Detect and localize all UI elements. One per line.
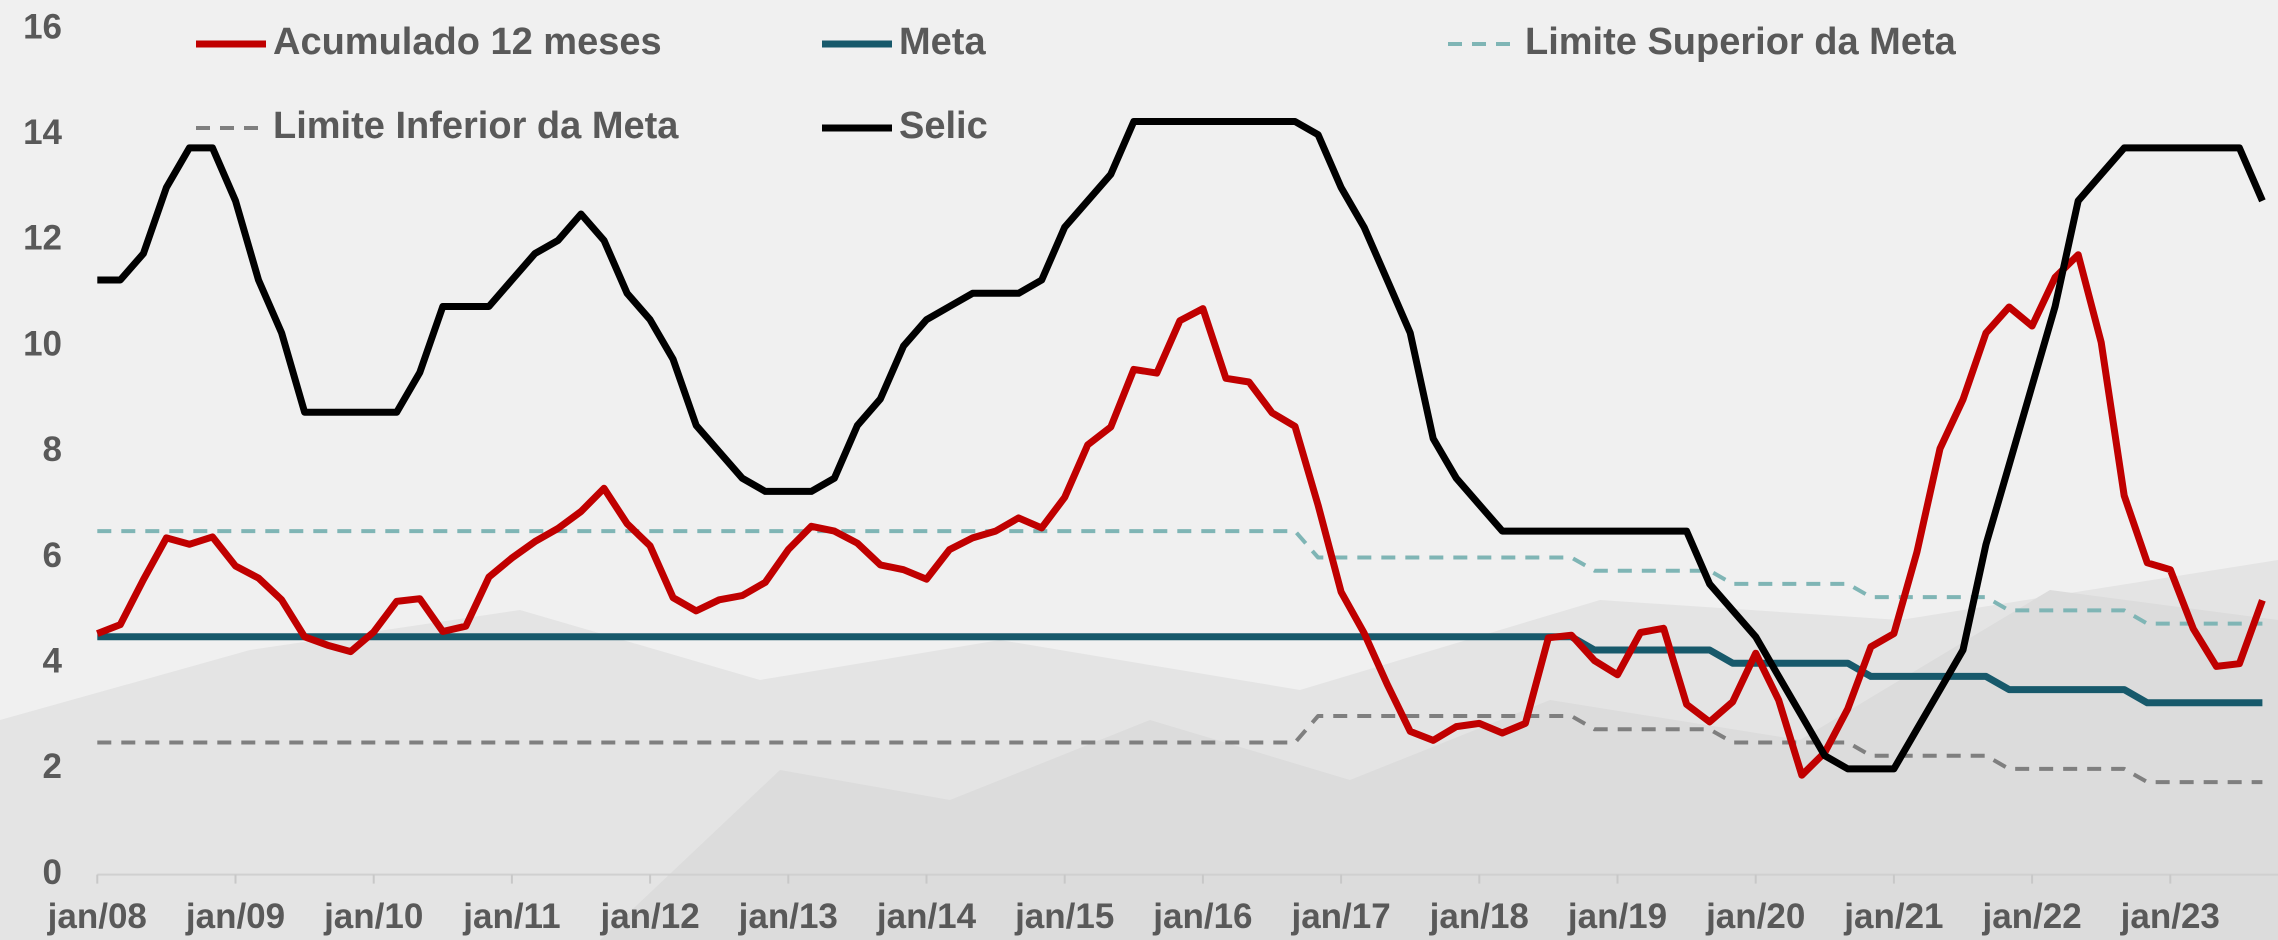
legend-label: Limite Superior da Meta (1525, 21, 1957, 63)
x-tick-label: jan/10 (323, 897, 423, 936)
x-tick-label: jan/18 (1429, 897, 1529, 936)
x-tick-label: jan/20 (1705, 897, 1805, 936)
series-line (97, 633, 2263, 707)
x-tick-label: jan/14 (876, 897, 977, 936)
y-tick-label: 4 (43, 641, 63, 680)
x-tick-label: jan/09 (185, 897, 285, 936)
x-tick-label: jan/22 (1981, 897, 2081, 936)
legend-label: Selic (899, 105, 988, 147)
x-tick-label: jan/15 (1014, 897, 1114, 936)
y-tick-label: 10 (23, 324, 62, 363)
series-line (97, 118, 2266, 773)
x-tick-label: jan/16 (1152, 897, 1252, 936)
legend-label: Acumulado 12 meses (273, 21, 662, 63)
x-tick-label: jan/11 (462, 897, 560, 936)
y-tick-label: 0 (43, 853, 62, 892)
y-tick-label: 8 (43, 430, 62, 469)
y-tick-label: 6 (43, 536, 62, 575)
x-tick-label: jan/12 (599, 897, 699, 936)
y-tick-label: 12 (23, 219, 62, 258)
legend-label: Limite Inferior da Meta (273, 105, 679, 147)
x-tick-label: jan/23 (2120, 897, 2220, 936)
y-tick-label: 2 (43, 747, 62, 786)
legend-label: Meta (899, 21, 986, 63)
x-tick-label: jan/13 (738, 897, 838, 936)
y-tick-label: 14 (23, 113, 62, 152)
x-tick-label: jan/17 (1290, 897, 1390, 936)
x-tick-label: jan/19 (1567, 897, 1667, 936)
x-tick-label: jan/08 (47, 897, 147, 936)
x-tick-label: jan/21 (1843, 897, 1943, 936)
y-tick-label: 16 (23, 7, 62, 46)
series-line (96, 251, 2266, 779)
mountains-front (600, 590, 2278, 940)
